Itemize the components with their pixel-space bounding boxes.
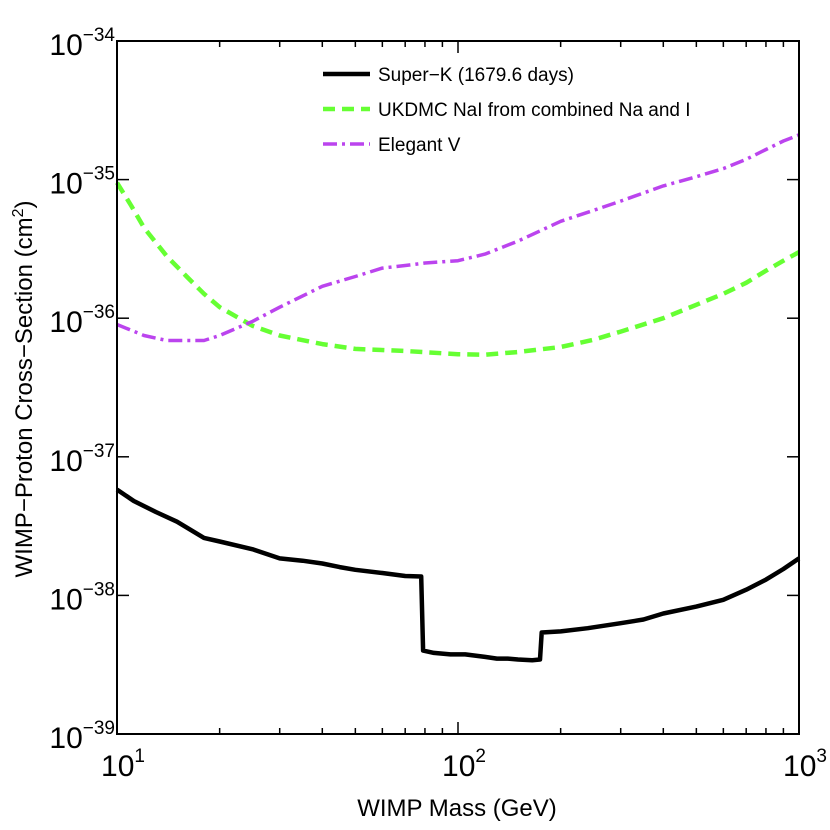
- x-axis-label: WIMP Mass (GeV): [357, 795, 557, 822]
- y-axis-label-superscript: 2: [10, 208, 27, 217]
- y-tick-label: 10−35: [49, 164, 115, 201]
- tick-base: 10: [442, 750, 475, 783]
- legend-label-3: Elegant V: [378, 135, 461, 156]
- tick-exponent: −37: [83, 441, 115, 462]
- tick-base: 10: [101, 750, 134, 783]
- y-axis-label: WIMP−Proton Cross−Section (cm2): [10, 200, 38, 577]
- tick-exponent: −34: [83, 25, 116, 46]
- x-tick-label: 101: [101, 746, 145, 783]
- tick-exponent: 1: [134, 746, 145, 767]
- series-layer: [115, 133, 801, 663]
- tick-exponent: −36: [83, 302, 115, 323]
- series-line-3: [116, 133, 800, 343]
- tick-base: 10: [49, 306, 82, 339]
- y-tick-label: 10−37: [49, 441, 115, 478]
- tick-exponent: 2: [475, 746, 486, 767]
- tick-exponent: −38: [83, 579, 115, 600]
- tick-base: 10: [49, 29, 82, 62]
- tick-base: 10: [49, 722, 82, 755]
- legend-label-1: Super−K (1679.6 days): [378, 65, 574, 86]
- x-tick-label: 102: [442, 746, 486, 783]
- legend-label-2: UKDMC NaI from combined Na and I: [378, 100, 691, 121]
- tick-base: 10: [783, 750, 816, 783]
- y-axis-label-close: ): [11, 200, 38, 208]
- series-line-2: [115, 181, 801, 357]
- tick-exponent: 3: [816, 746, 827, 767]
- y-tick-label: 10−34: [49, 25, 115, 62]
- tick-base: 10: [49, 445, 82, 478]
- tick-exponent: −35: [83, 164, 115, 185]
- tick-base: 10: [49, 583, 82, 616]
- y-tick-label: 10−39: [49, 718, 115, 755]
- tick-base: 10: [49, 168, 82, 201]
- ticks-layer: [116, 40, 799, 735]
- series-line-1: [115, 487, 801, 663]
- tick-exponent: −39: [83, 718, 115, 739]
- y-axis-label-main: WIMP−Proton Cross−Section (cm: [11, 217, 38, 577]
- y-tick-label: 10−36: [49, 302, 115, 339]
- y-tick-label: 10−38: [49, 579, 115, 616]
- x-tick-label: 103: [783, 746, 827, 783]
- legend: Super−K (1679.6 days) UKDMC NaI from comb…: [323, 65, 691, 156]
